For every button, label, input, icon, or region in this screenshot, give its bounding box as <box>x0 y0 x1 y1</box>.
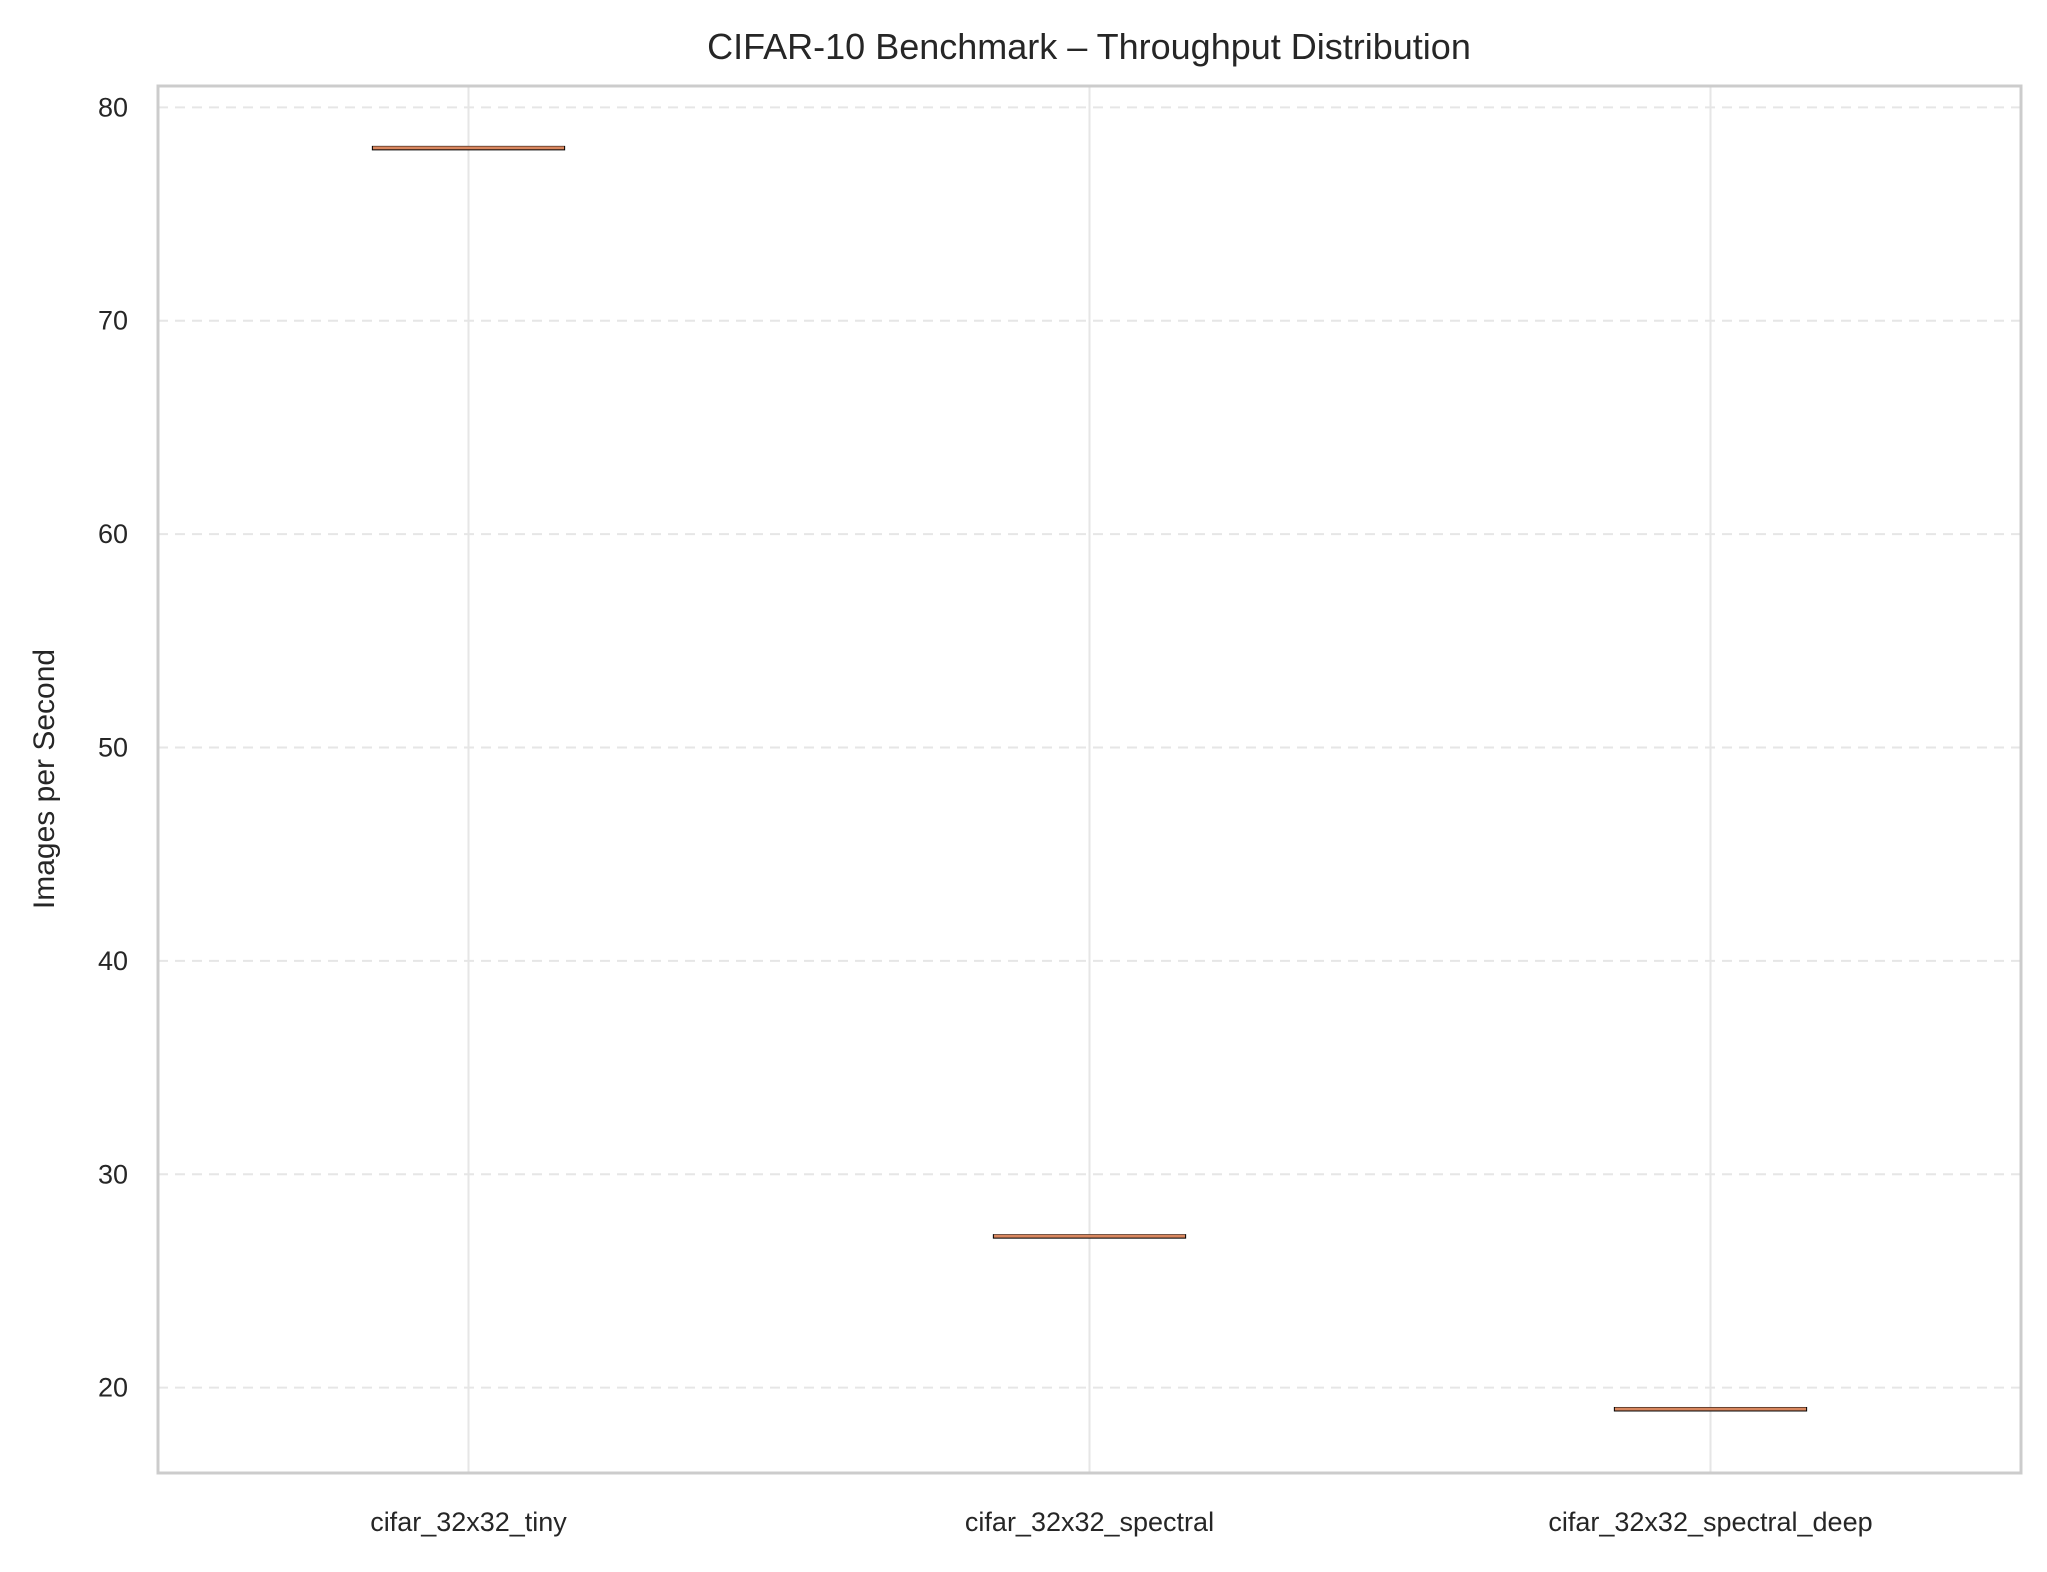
grid-layer <box>158 86 2021 1473</box>
y-tick-label: 30 <box>98 1159 128 1189</box>
y-tick-label: 50 <box>98 732 128 762</box>
y-axis-label: Images per Second <box>28 649 61 909</box>
y-tick-labels: 20 30 40 50 60 70 80 <box>98 92 128 1402</box>
x-tick-label: cifar_32x32_tiny <box>370 1507 567 1537</box>
y-tick-label: 80 <box>98 92 128 122</box>
x-tick-labels: cifar_32x32_tiny cifar_32x32_spectral cifa… <box>370 1507 1872 1537</box>
plot-frame <box>156 84 2023 1475</box>
x-tick-label: cifar_32x32_spectral_deep <box>1548 1507 1872 1537</box>
marks-layer <box>371 145 1808 1412</box>
x-tick-label: cifar_32x32_spectral <box>965 1507 1214 1537</box>
y-tick-label: 70 <box>98 306 128 336</box>
chart-title: CIFAR-10 Benchmark – Throughput Distribu… <box>707 26 1471 67</box>
y-tick-label: 20 <box>98 1373 128 1403</box>
y-tick-label: 40 <box>98 946 128 976</box>
y-tick-label: 60 <box>98 519 128 549</box>
